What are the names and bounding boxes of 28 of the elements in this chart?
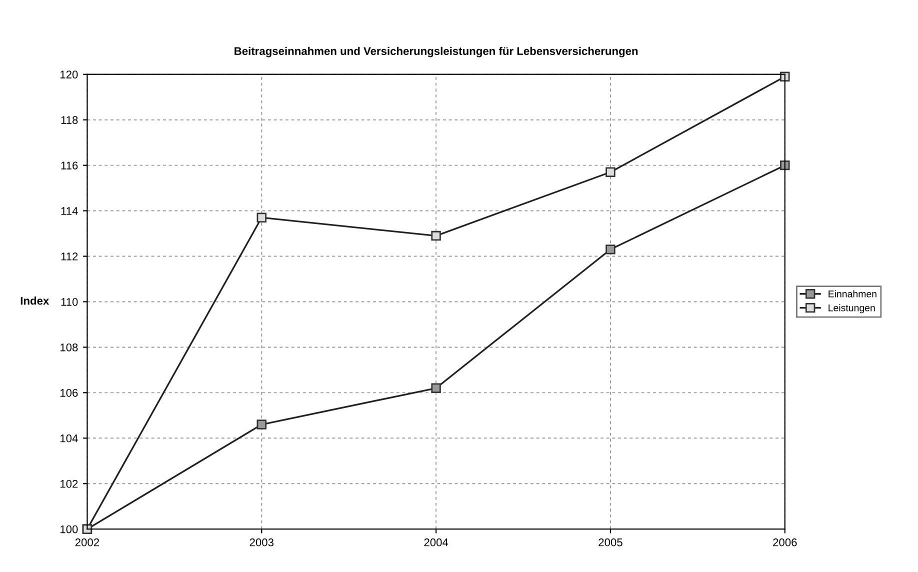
y-tick-label: 104 xyxy=(60,434,78,442)
chart-title: Beitragseinnahmen und Versicherungsleistungen für Lebensversicherungen xyxy=(234,46,638,58)
point xyxy=(780,72,790,82)
legend-label: Einnahmen xyxy=(828,290,876,298)
point xyxy=(256,420,266,430)
x-tick-label: 2004 xyxy=(424,538,448,546)
point xyxy=(606,244,616,254)
x-tick-label: 2005 xyxy=(598,538,622,546)
y-tick-label: 102 xyxy=(60,480,78,488)
y-tick-label: 116 xyxy=(61,162,78,170)
x-tick-label: 2006 xyxy=(773,538,797,546)
y-axis-title: Index xyxy=(20,296,50,305)
point xyxy=(606,167,616,177)
legend-label: Leistungen xyxy=(828,304,875,314)
x-tick-label: 2003 xyxy=(250,538,274,546)
point xyxy=(431,230,441,241)
y-tick-label: 108 xyxy=(60,343,78,352)
y-tick-label: 110 xyxy=(61,298,78,306)
x-tick-label: 2002 xyxy=(75,538,100,546)
y-tick-label: 112 xyxy=(61,252,78,260)
point xyxy=(780,160,790,170)
y-tick-label: 100 xyxy=(60,525,78,534)
y-tick-label: 106 xyxy=(60,388,78,397)
point xyxy=(256,212,266,222)
y-tick-label: 120 xyxy=(60,70,78,78)
y-tick-label: 118 xyxy=(61,116,78,124)
y-tick-label: 114 xyxy=(61,207,78,215)
point xyxy=(431,383,441,393)
